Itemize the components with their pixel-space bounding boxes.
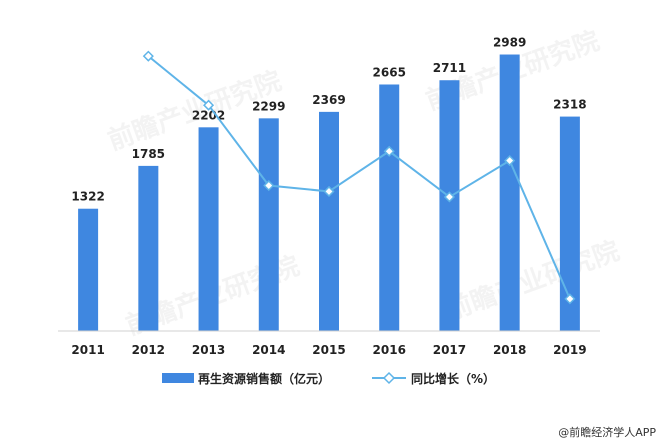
bar-value-label: 2202 bbox=[192, 108, 225, 122]
line-series bbox=[142, 50, 576, 305]
x-tick-label: 2013 bbox=[192, 343, 225, 357]
bar-2017 bbox=[439, 80, 460, 331]
watermark-text: 前瞻产业研究院 bbox=[442, 235, 624, 326]
bar-2019 bbox=[559, 116, 580, 332]
legend-diamond-marker bbox=[382, 371, 396, 385]
x-tick-label: 2014 bbox=[252, 343, 285, 357]
bar-2012 bbox=[138, 165, 159, 331]
x-axis-tick-labels: 2011 2012 2013 2014 2015 2016 2017 2018 2019 bbox=[71, 343, 586, 357]
growth-point-2017 bbox=[443, 191, 456, 203]
bar-value-label: 2711 bbox=[433, 61, 466, 75]
x-tick-label: 2016 bbox=[373, 343, 406, 357]
growth-point-2013 bbox=[202, 99, 215, 111]
bar-2014 bbox=[258, 118, 279, 331]
growth-line bbox=[147, 55, 571, 300]
watermark-layer: 前瞻产业研究院 前瞻产业研究院 前瞻产业研究院 前瞻产业研究院 bbox=[104, 25, 624, 341]
bar-value-label: 2665 bbox=[373, 65, 406, 79]
bar-value-label: 1785 bbox=[132, 147, 165, 161]
growth-point-2016 bbox=[383, 145, 395, 157]
bar-value-label: 2369 bbox=[312, 93, 345, 107]
x-tick-label: 2017 bbox=[433, 343, 466, 357]
bar-2015 bbox=[319, 111, 339, 332]
bar-data-labels: 1322 1785 2202 2299 2369 2665 2711 2989 2318 bbox=[71, 36, 586, 204]
x-tick-label: 2019 bbox=[553, 343, 586, 357]
growth-point-2019 bbox=[564, 293, 576, 305]
legend: 再生资源销售额（亿元） 同比增长（%） bbox=[162, 371, 495, 386]
x-tick-label: 2012 bbox=[132, 343, 165, 357]
growth-point-2012 bbox=[142, 50, 154, 62]
source-label: @前瞻经济学人APP bbox=[558, 425, 656, 439]
legend-bar-label: 再生资源销售额（亿元） bbox=[198, 371, 330, 386]
growth-point-2015 bbox=[323, 185, 335, 198]
bar-value-label: 1322 bbox=[71, 190, 104, 204]
bar-2013 bbox=[198, 127, 219, 331]
x-tick-label: 2015 bbox=[312, 343, 345, 357]
x-tick-label: 2011 bbox=[71, 343, 104, 357]
growth-point-2018 bbox=[504, 155, 516, 167]
growth-point-2014 bbox=[263, 179, 275, 192]
legend-bar-swatch bbox=[162, 373, 194, 383]
legend-line-label: 同比增长（%） bbox=[411, 371, 495, 386]
bar-value-label: 2299 bbox=[252, 99, 285, 113]
x-tick-label: 2018 bbox=[493, 343, 526, 357]
bar-2011 bbox=[78, 208, 99, 331]
bar-value-label: 2318 bbox=[553, 98, 586, 112]
bar-2016 bbox=[379, 84, 400, 331]
bar-value-label: 2989 bbox=[493, 36, 526, 50]
bar-series bbox=[78, 54, 580, 332]
bar-2018 bbox=[499, 54, 520, 332]
